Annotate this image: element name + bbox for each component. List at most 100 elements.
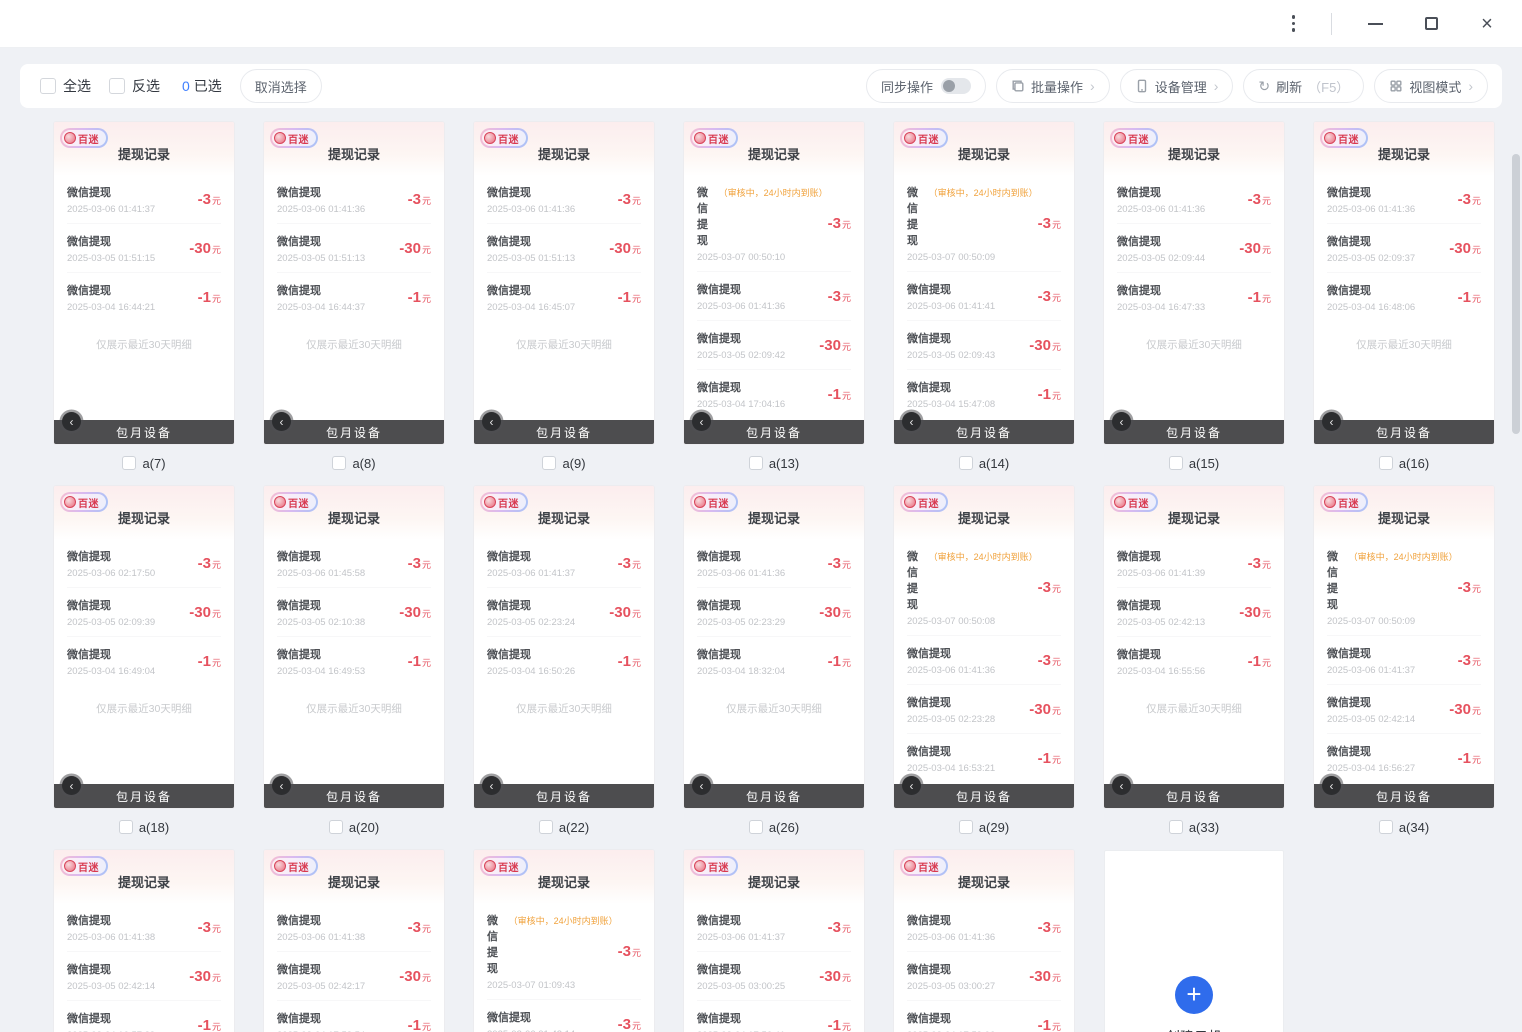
sync-operation-button[interactable]: 同步操作 — [866, 69, 987, 103]
device-select-row[interactable]: a(34) — [1314, 816, 1494, 838]
collapse-arrow-button[interactable]: ‹ — [1322, 776, 1341, 795]
select-all-checkbox[interactable] — [40, 78, 56, 94]
withdraw-amount: -3元 — [827, 919, 851, 936]
logo-badge: 百迷 — [1320, 128, 1368, 148]
device-checkbox[interactable] — [1168, 456, 1183, 470]
phone-screen[interactable]: 百迷 提现记录 微信提现 2025-03-06 01:41:38 -3元 微信提现 2025… — [264, 850, 444, 1032]
phone-screen[interactable]: 百迷 提现记录 微信提现 2025-03-06 01:41:39 -3元 微信提现 2025… — [1104, 486, 1284, 808]
device-select-row[interactable]: a(8) — [264, 452, 444, 474]
device-checkbox[interactable] — [748, 820, 763, 834]
withdraw-entry: 微信提现 2025-03-05 02:09:37 -30元 — [1327, 224, 1481, 273]
device-select-row[interactable]: a(22) — [474, 816, 654, 838]
phone-screen[interactable]: 百迷 提现记录 微信提现 2025-03-06 01:41:36 -3元 微信提现 2025… — [1314, 122, 1494, 444]
currency-unit: 元 — [421, 560, 431, 570]
phone-screen[interactable]: 百迷 提现记录 微信提现 （审核中，24小时内到账） 2025-03-07 01:09:… — [474, 850, 654, 1032]
minimize-button[interactable] — [1362, 11, 1388, 37]
phone-screen[interactable]: 百迷 提现记录 微信提现 2025-03-06 01:41:38 -3元 微信提现 2025… — [54, 850, 234, 1032]
device-checkbox[interactable] — [328, 820, 343, 834]
collapse-arrow-button[interactable]: ‹ — [902, 776, 921, 795]
currency-unit: 元 — [1051, 706, 1061, 716]
withdraw-entry: 微信提现 2025-03-04 17:59:06 -1元 — [907, 1001, 1061, 1032]
collapse-arrow-button[interactable]: ‹ — [1112, 412, 1131, 431]
vertical-scrollbar[interactable] — [1512, 154, 1520, 1032]
phone-screen[interactable]: 百迷 提现记录 微信提现 2025-03-06 01:41:37 -3元 微信提现 2025… — [54, 122, 234, 444]
currency-unit: 元 — [1051, 584, 1061, 594]
device-checkbox[interactable] — [542, 456, 557, 470]
collapse-arrow-button[interactable]: ‹ — [62, 412, 81, 431]
close-button[interactable]: × — [1481, 12, 1493, 35]
withdraw-entry-title: 微信提现 — [277, 236, 321, 248]
device-select-row[interactable]: a(15) — [1104, 452, 1284, 474]
device-select-row[interactable]: a(14) — [894, 452, 1074, 474]
select-all-control[interactable]: 全选 — [40, 76, 91, 96]
device-management-button[interactable]: 设备管理 › — [1119, 69, 1234, 103]
invert-select-control[interactable]: 反选 — [109, 76, 160, 96]
device-select-row[interactable]: a(26) — [684, 816, 864, 838]
logo-text: 百迷 — [1338, 498, 1359, 510]
phone-screen[interactable]: 百迷 提现记录 微信提现 2025-03-06 01:41:37 -3元 微信提现 2025… — [474, 486, 654, 808]
phone-screen[interactable]: 百迷 提现记录 微信提现 （审核中，24小时内到账） 2025-03-07 00:50:… — [894, 122, 1074, 444]
withdraw-entry: 微信提现 2025-03-04 17:56:41 -1元 — [697, 1001, 851, 1032]
phone-screen[interactable]: 百迷 提现记录 微信提现 2025-03-06 01:41:36 -3元 微信提现 2025… — [474, 122, 654, 444]
collapse-arrow-button[interactable]: ‹ — [902, 412, 921, 431]
invert-select-checkbox[interactable] — [109, 78, 125, 94]
device-select-row[interactable]: a(13) — [684, 452, 864, 474]
device-checkbox[interactable] — [1378, 820, 1393, 834]
collapse-arrow-button[interactable]: ‹ — [272, 412, 291, 431]
refresh-button[interactable]: ↻ 刷新 （F5） — [1243, 69, 1365, 103]
device-select-row[interactable]: a(33) — [1104, 816, 1284, 838]
phone-screen[interactable]: 百迷 提现记录 微信提现 （审核中，24小时内到账） 2025-03-07 00:50:… — [894, 486, 1074, 808]
device-checkbox[interactable] — [1378, 456, 1393, 470]
withdraw-entry-datetime: 2025-03-06 01:42:14 — [487, 1029, 575, 1032]
device-select-row[interactable]: a(29) — [894, 816, 1074, 838]
create-device-card[interactable]: + 创建云机 — [1104, 850, 1284, 1032]
phone-screen[interactable]: 百迷 提现记录 微信提现 2025-03-06 02:17:50 -3元 微信提现 2025… — [54, 486, 234, 808]
phone-screen[interactable]: 百迷 提现记录 微信提现 2025-03-06 01:45:58 -3元 微信提现 2025… — [264, 486, 444, 808]
phone-screen[interactable]: 百迷 提现记录 微信提现 2025-03-06 01:41:36 -3元 微信提现 2025… — [264, 122, 444, 444]
phone-screen[interactable]: 百迷 提现记录 微信提现 2025-03-06 01:41:37 -3元 微信提现 2025… — [684, 850, 864, 1032]
withdraw-list: 微信提现 （审核中，24小时内到账） 2025-03-07 00:50:09 -3元微… — [894, 175, 1074, 418]
device-select-row[interactable]: a(16) — [1314, 452, 1494, 474]
device-checkbox[interactable] — [538, 820, 553, 834]
device-checkbox[interactable] — [958, 456, 973, 470]
collapse-arrow-button[interactable]: ‹ — [1322, 412, 1341, 431]
collapse-arrow-button[interactable]: ‹ — [692, 776, 711, 795]
device-select-row[interactable]: a(7) — [54, 452, 234, 474]
collapse-arrow-button[interactable]: ‹ — [482, 776, 501, 795]
device-checkbox[interactable] — [958, 820, 973, 834]
logo-icon — [64, 860, 76, 872]
device-checkbox[interactable] — [1168, 820, 1183, 834]
withdraw-entry-datetime: 2025-03-04 16:50:26 — [487, 666, 576, 677]
cancel-selection-button[interactable]: 取消选择 — [239, 69, 322, 103]
phone-screen[interactable]: 百迷 提现记录 微信提现 2025-03-06 01:41:36 -3元 微信提现 2025… — [894, 850, 1074, 1032]
logo-badge: 百迷 — [690, 492, 738, 512]
device-select-row[interactable]: a(18) — [54, 816, 234, 838]
withdraw-entry: 微信提现 2025-03-05 02:42:13 -30元 — [1117, 588, 1271, 637]
withdraw-entry-datetime: 2025-03-04 16:55:56 — [1117, 666, 1206, 677]
collapse-arrow-button[interactable]: ‹ — [1112, 776, 1131, 795]
phone-screen[interactable]: 百迷 提现记录 微信提现 （审核中，24小时内到账） 2025-03-07 00:50:… — [1314, 486, 1494, 808]
kebab-menu-icon[interactable] — [1286, 11, 1302, 36]
withdraw-amount: -1元 — [197, 653, 221, 670]
phone-screen[interactable]: 百迷 提现记录 微信提现 （审核中，24小时内到账） 2025-03-07 00:50:… — [684, 122, 864, 444]
phone-screen[interactable]: 百迷 提现记录 微信提现 2025-03-06 01:41:36 -3元 微信提现 2025… — [684, 486, 864, 808]
withdraw-amount: -30元 — [1029, 701, 1061, 718]
device-checkbox[interactable] — [748, 456, 763, 470]
collapse-arrow-button[interactable]: ‹ — [62, 776, 81, 795]
withdraw-entry-datetime: 2025-03-05 02:23:29 — [697, 617, 786, 628]
sync-toggle[interactable] — [941, 78, 972, 94]
device-select-row[interactable]: a(9) — [474, 452, 654, 474]
currency-unit: 元 — [1261, 196, 1271, 206]
collapse-arrow-button[interactable]: ‹ — [272, 776, 291, 795]
device-checkbox[interactable] — [332, 456, 347, 470]
scrollbar-thumb[interactable] — [1512, 154, 1520, 434]
maximize-button[interactable] — [1418, 11, 1444, 37]
device-checkbox[interactable] — [122, 456, 137, 470]
view-mode-button[interactable]: 视图模式 › — [1374, 69, 1488, 103]
collapse-arrow-button[interactable]: ‹ — [692, 412, 711, 431]
batch-operation-button[interactable]: 批量操作 › — [996, 69, 1110, 103]
device-select-row[interactable]: a(20) — [264, 816, 444, 838]
device-checkbox[interactable] — [118, 820, 133, 834]
collapse-arrow-button[interactable]: ‹ — [482, 412, 501, 431]
phone-screen[interactable]: 百迷 提现记录 微信提现 2025-03-06 01:41:36 -3元 微信提现 2025… — [1104, 122, 1284, 444]
